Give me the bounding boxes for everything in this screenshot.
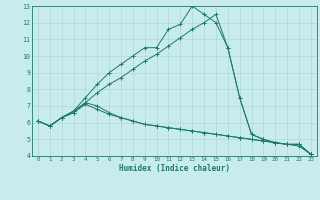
X-axis label: Humidex (Indice chaleur): Humidex (Indice chaleur)	[119, 164, 230, 173]
